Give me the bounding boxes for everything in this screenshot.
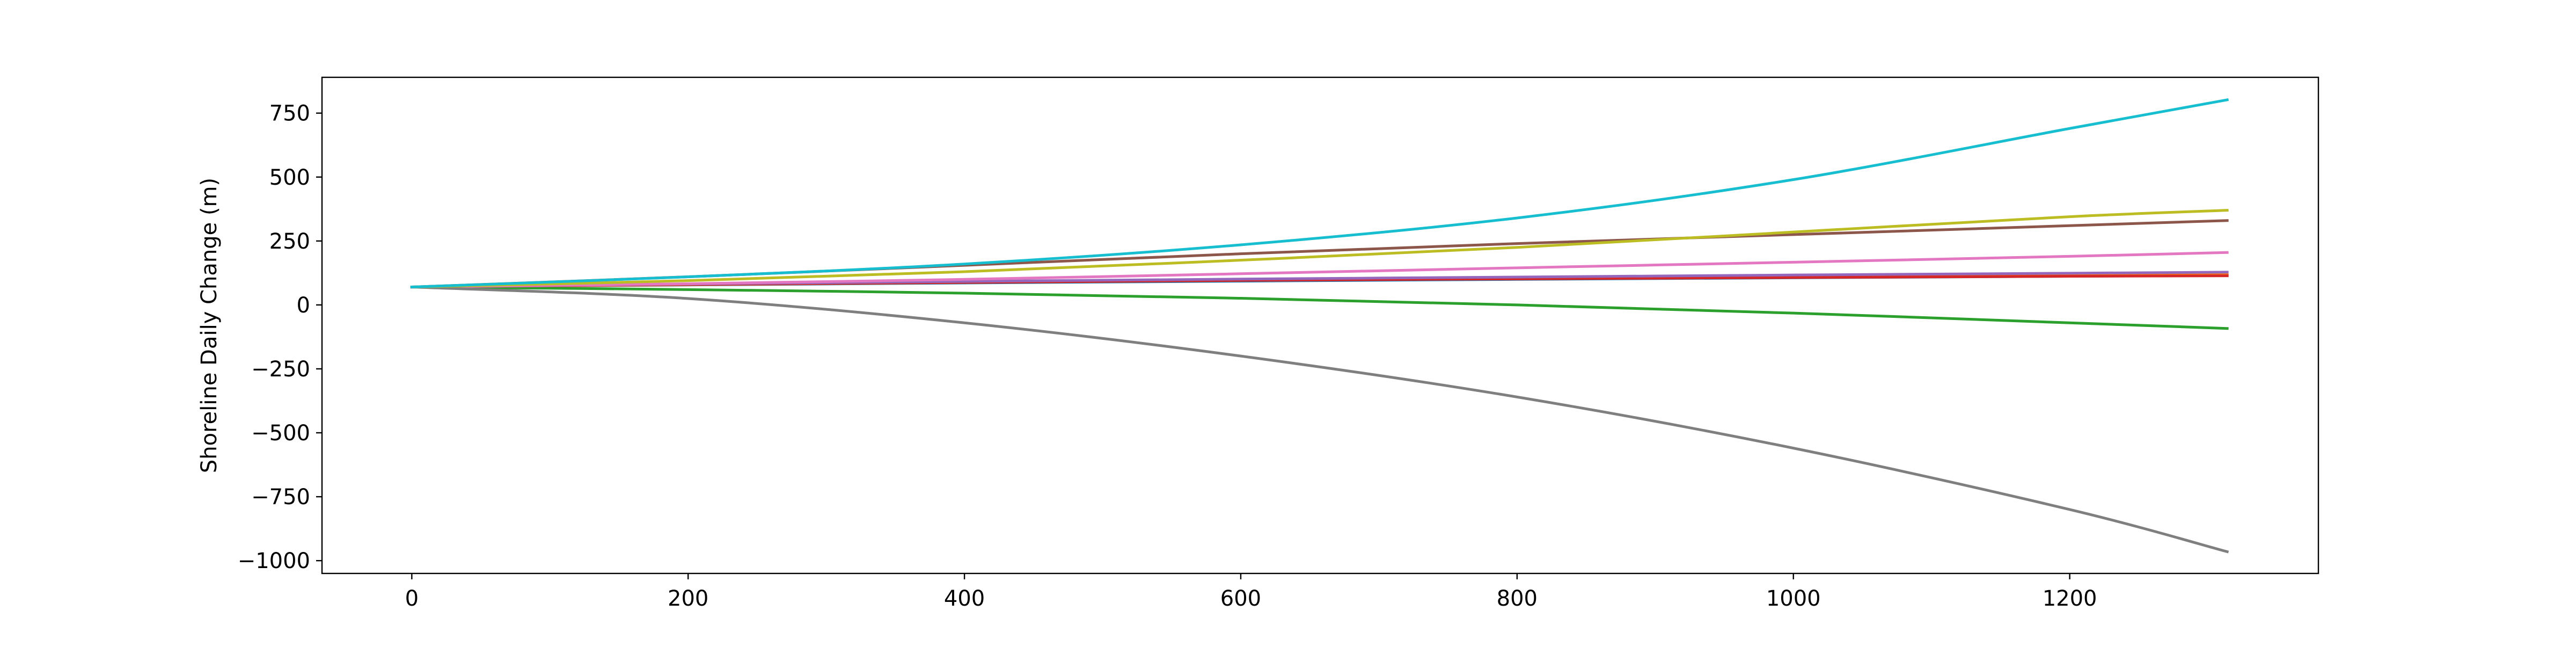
- x-axis: 0 200 400 600 800 1000 1200: [405, 573, 2097, 611]
- y-tick-label: −1000: [238, 549, 310, 573]
- series-line-8: [410, 285, 2229, 554]
- y-tick-label: 250: [269, 229, 310, 254]
- y-axis-label: Shoreline Daily Change (m): [197, 178, 222, 473]
- series-line-7: [410, 251, 2229, 289]
- x-tick-label: 600: [1220, 586, 1261, 611]
- y-tick-label: 500: [269, 165, 310, 190]
- series-line-3: [410, 286, 2229, 330]
- series-line-9: [410, 209, 2229, 289]
- y-tick-label: −750: [251, 485, 310, 510]
- y-tick-label: 0: [297, 293, 310, 318]
- y-tick-label: −250: [251, 357, 310, 382]
- x-tick-label: 1200: [2043, 586, 2097, 611]
- x-tick-label: 400: [944, 586, 985, 611]
- x-tick-label: 800: [1497, 586, 1538, 611]
- series-line-10: [410, 98, 2229, 289]
- series-layer: [410, 98, 2229, 554]
- x-tick-label: 0: [405, 586, 419, 611]
- plot-frame: [321, 76, 2319, 575]
- x-tick-label: 1000: [1766, 586, 1821, 611]
- y-axis: 750 500 250 0 −250 −500 −750 −1000: [238, 101, 322, 573]
- y-tick-label: −500: [251, 421, 310, 446]
- x-tick-label: 200: [668, 586, 708, 611]
- y-tick-label: 750: [269, 101, 310, 126]
